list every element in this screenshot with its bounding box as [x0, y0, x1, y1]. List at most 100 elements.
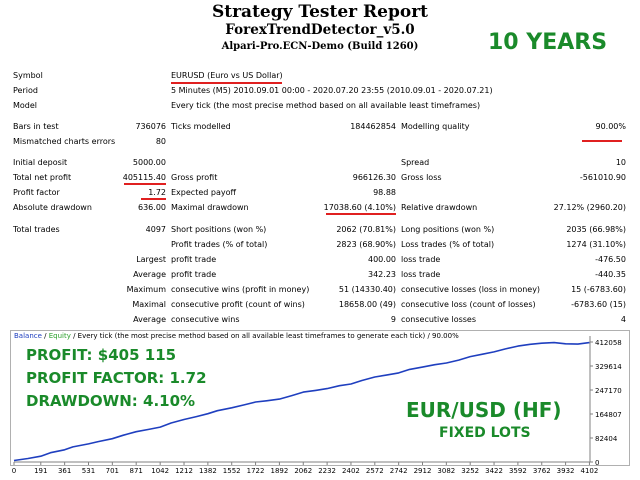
awins-label: consecutive wins: [171, 315, 240, 324]
grossloss-label: Gross loss: [401, 173, 442, 182]
aloss-label: loss trade: [401, 270, 441, 279]
mismatch-label: Mismatched charts errors: [13, 137, 116, 146]
long-label: Long positions (won %): [401, 225, 495, 234]
ticks-label: Ticks modelled: [171, 122, 231, 131]
ptrades-label: Profit trades (% of total): [171, 240, 268, 249]
grossprofit-value: 966126.30: [352, 173, 396, 182]
promo-profit-factor: PROFIT FACTOR: 1.72: [26, 369, 207, 387]
x-tick-label: 701: [106, 467, 119, 475]
x-tick-label: 0: [12, 467, 16, 475]
mlosses-label: consecutive losses (loss in money): [401, 285, 541, 294]
aprofit-label: profit trade: [171, 270, 217, 279]
long-value: 2035 (66.98%): [566, 225, 626, 234]
y-tick-label: 164807: [595, 411, 622, 419]
short-label: Short positions (won %): [171, 225, 267, 234]
deposit-value: 5000.00: [132, 158, 166, 167]
x-tick-label: 2402: [342, 467, 360, 475]
payoff-value: 98.88: [373, 188, 396, 197]
y-tick-label: 412058: [595, 339, 622, 347]
mismatch-value: 80: [155, 137, 166, 146]
reldd-value: 27.12% (2960.20): [553, 203, 626, 212]
promo-pair: EUR/USD (HF): [406, 398, 562, 422]
pf-value: 1.72: [148, 188, 166, 197]
promo-profit: PROFIT: $405 115: [26, 346, 176, 364]
average2-label: Average: [133, 315, 166, 324]
absdd-label: Absolute drawdown: [13, 203, 92, 212]
payoff-label: Expected payoff: [171, 188, 236, 197]
mlosses-value: 15 (-6783.60): [571, 285, 626, 294]
promo-profit-label: PROFIT:: [26, 346, 93, 364]
report-title: Strategy Tester Report: [211, 2, 429, 22]
series-line-balance: [13, 341, 590, 462]
mloss-label: consecutive loss (count of losses): [401, 300, 536, 309]
x-tick-label: 1212: [175, 467, 193, 475]
pf-label: Profit factor: [13, 188, 60, 197]
trades-value: 4097: [145, 225, 166, 234]
symbol-value: EURUSD (Euro vs US Dollar): [171, 71, 283, 80]
ltrades-label: Loss trades (% of total): [401, 240, 495, 249]
lloss-value: -476.50: [595, 255, 626, 264]
grossloss-value: -561010.90: [579, 173, 626, 182]
y-tick-label: 0: [595, 459, 599, 467]
lprofit-value: 400.00: [368, 255, 396, 264]
x-tick-label: 3252: [461, 467, 479, 475]
quality-label: Modelling quality: [401, 122, 470, 131]
mprofit-value: 18658.00 (49): [338, 300, 396, 309]
ltrades-value: 1274 (31.10%): [566, 240, 626, 249]
promo-dd-value: 4.10%: [143, 392, 196, 410]
chart-legend: Balance / Equity / Every tick (the most …: [14, 332, 459, 341]
period-label: Period: [13, 86, 38, 95]
period-value: 5 Minutes (M5) 2010.09.01 00:00 - 2020.0…: [171, 86, 493, 95]
expert-name: ForexTrendDetector_v5.0: [225, 22, 415, 38]
x-tick-label: 3592: [509, 467, 527, 475]
x-tick-label: 1722: [247, 467, 265, 475]
y-tick-label: 82404: [595, 435, 618, 443]
x-tick-label: 1552: [223, 467, 241, 475]
lloss-label: loss trade: [401, 255, 441, 264]
x-tick-label: 4102: [581, 467, 599, 475]
promo-profit-value: $405 115: [97, 346, 177, 364]
promo-pf-label: PROFIT FACTOR:: [26, 369, 165, 387]
maximum-label: Maximum: [126, 285, 166, 294]
spread-label: Spread: [401, 158, 430, 167]
ticks-value: 184462854: [350, 122, 396, 131]
x-tick-label: 3932: [557, 467, 575, 475]
mprofit-label: consecutive profit (count of wins): [171, 300, 305, 309]
symbol-label: Symbol: [13, 71, 43, 80]
y-tick-label: 247170: [595, 387, 622, 395]
maxdd-label: Maximal drawdown: [171, 203, 249, 212]
promo-dd-label: DRAWDOWN:: [26, 392, 138, 410]
legend-separator: /: [41, 332, 49, 340]
aloss-value: -440.35: [595, 270, 626, 279]
x-tick-label: 2742: [390, 467, 408, 475]
mloss-value: -6783.60 (15): [571, 300, 626, 309]
bars-value: 736076: [135, 122, 166, 131]
pf-underline: [141, 198, 166, 200]
promo-drawdown: DRAWDOWN: 4.10%: [26, 392, 195, 410]
awins-value: 9: [390, 315, 396, 324]
netprofit-value: 405115.40: [122, 173, 166, 182]
bars-label: Bars in test: [13, 122, 59, 131]
x-tick-label: 361: [58, 467, 71, 475]
maxdd-underline: [326, 213, 396, 215]
deposit-label: Initial deposit: [13, 158, 68, 167]
alosses-value: 4: [620, 315, 626, 324]
mwins-value: 51 (14330.40): [338, 285, 396, 294]
x-tick-label: 1382: [199, 467, 217, 475]
alosses-label: consecutive losses: [401, 315, 477, 324]
y-tick-label: 329614: [595, 363, 622, 371]
symbol-underline: [171, 82, 282, 84]
spread-value: 10: [615, 158, 626, 167]
grossprofit-label: Gross profit: [171, 173, 218, 182]
x-tick-label: 191: [34, 467, 47, 475]
maxdd-value: 17038.60 (4.10%): [323, 203, 396, 212]
reldd-label: Relative drawdown: [401, 203, 478, 212]
legend-description: / Every tick (the most precise method ba…: [70, 332, 459, 340]
largest-label: Largest: [136, 255, 166, 264]
short-value: 2062 (70.81%): [336, 225, 396, 234]
x-tick-label: 2912: [414, 467, 432, 475]
x-tick-label: 2062: [294, 467, 312, 475]
maximal-label: Maximal: [132, 300, 166, 309]
x-tick-label: 3082: [437, 467, 455, 475]
